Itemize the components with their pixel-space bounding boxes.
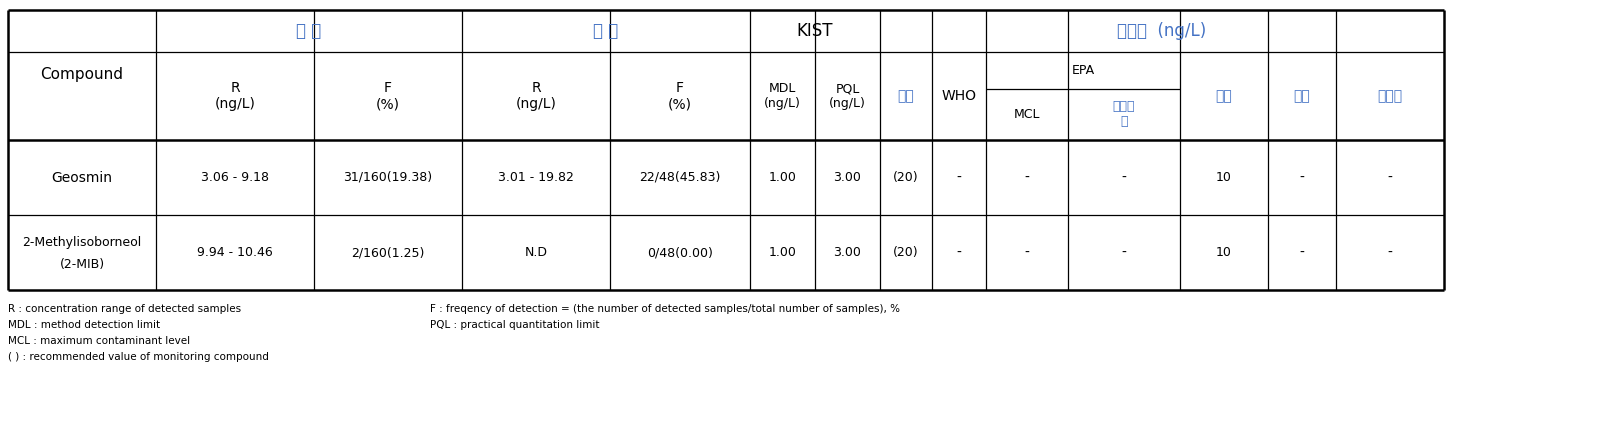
Text: 3.01 - 19.82: 3.01 - 19.82 (498, 171, 573, 184)
Text: EPA: EPA (1072, 64, 1094, 77)
Text: F : freqency of detection = (the number of detected samples/total number of samp: F : freqency of detection = (the number … (430, 304, 901, 314)
Text: 원 수: 원 수 (594, 22, 618, 40)
Text: (20): (20) (893, 171, 918, 184)
Text: -: - (957, 246, 961, 259)
Text: MCL : maximum contaminant level: MCL : maximum contaminant level (8, 336, 190, 346)
Text: -: - (1300, 170, 1305, 185)
Text: 1.00: 1.00 (768, 246, 797, 259)
Text: -: - (1388, 246, 1393, 259)
Text: R
(ng/L): R (ng/L) (214, 81, 256, 111)
Text: PQL : practical quantitation limit: PQL : practical quantitation limit (430, 320, 599, 330)
Text: R
(ng/L): R (ng/L) (516, 81, 556, 111)
Text: Geosmin: Geosmin (51, 170, 112, 185)
Text: ( ) : recommended value of monitoring compound: ( ) : recommended value of monitoring co… (8, 352, 268, 362)
Text: (2-MIB): (2-MIB) (59, 258, 104, 271)
Text: 9.94 - 10.46: 9.94 - 10.46 (196, 246, 273, 259)
Text: -: - (957, 170, 961, 185)
Text: 2/160(1.25): 2/160(1.25) (351, 246, 425, 259)
Text: 3.06 - 9.18: 3.06 - 9.18 (201, 171, 268, 184)
Text: -: - (1121, 170, 1126, 185)
Text: -: - (1025, 170, 1030, 185)
Text: -: - (1025, 246, 1030, 259)
Text: KIST: KIST (797, 22, 834, 40)
Text: Compound: Compound (40, 67, 123, 83)
Text: -: - (1388, 170, 1393, 185)
Text: WHO: WHO (942, 89, 976, 103)
Text: 정 수: 정 수 (297, 22, 321, 40)
Text: MDL : method detection limit: MDL : method detection limit (8, 320, 160, 330)
Text: F
(%): F (%) (375, 81, 399, 111)
Text: 0/48(0.00): 0/48(0.00) (647, 246, 712, 259)
Text: 10: 10 (1215, 246, 1231, 259)
Text: 발암그
룹: 발암그 룹 (1113, 100, 1135, 128)
Text: R : concentration range of detected samples: R : concentration range of detected samp… (8, 304, 241, 314)
Text: N.D: N.D (524, 246, 548, 259)
Text: 기준값  (ng/L): 기준값 (ng/L) (1118, 22, 1207, 40)
Text: 한국: 한국 (898, 89, 915, 103)
Text: 호주: 호주 (1294, 89, 1311, 103)
Text: MCL: MCL (1014, 108, 1040, 121)
Text: 2-Methylisoborneol: 2-Methylisoborneol (22, 236, 142, 249)
Text: F
(%): F (%) (668, 81, 692, 111)
Text: 3.00: 3.00 (834, 171, 861, 184)
Text: 일본: 일본 (1215, 89, 1233, 103)
Text: -: - (1121, 246, 1126, 259)
Text: (20): (20) (893, 246, 918, 259)
Text: 31/160(19.38): 31/160(19.38) (343, 171, 433, 184)
Text: -: - (1300, 246, 1305, 259)
Text: 22/48(45.83): 22/48(45.83) (639, 171, 720, 184)
Text: 1.00: 1.00 (768, 171, 797, 184)
Text: 10: 10 (1215, 171, 1231, 184)
Text: PQL
(ng/L): PQL (ng/L) (829, 82, 866, 110)
Text: 캐나다: 캐나다 (1378, 89, 1402, 103)
Text: 3.00: 3.00 (834, 246, 861, 259)
Text: MDL
(ng/L): MDL (ng/L) (763, 82, 802, 110)
